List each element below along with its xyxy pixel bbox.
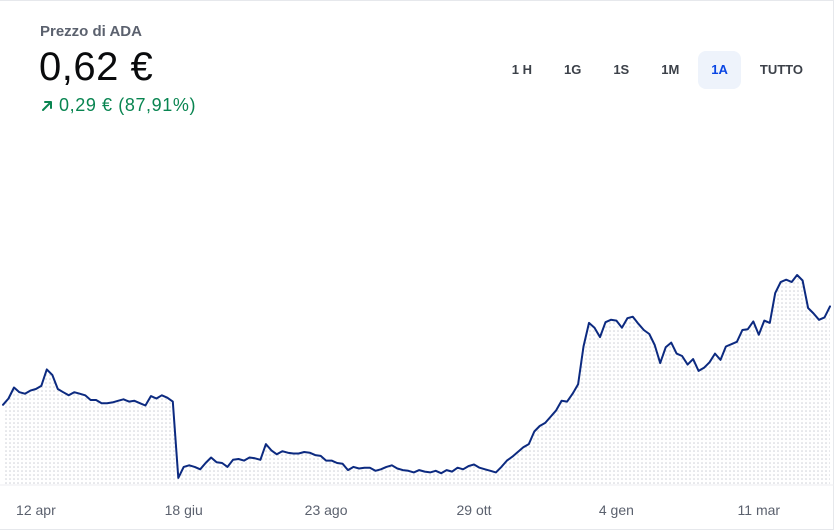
- range-all-button[interactable]: TUTTO: [759, 62, 803, 77]
- time-range-selector: 1 H 1G 1S 1M 1A TUTTO: [493, 51, 816, 89]
- price-line: [2, 274, 831, 479]
- range-1y-button[interactable]: 1A: [698, 51, 741, 89]
- asset-price-label: Prezzo di ADA: [40, 23, 142, 40]
- x-tick-label: 12 apr: [16, 502, 56, 518]
- range-1h-button[interactable]: 1 H: [511, 62, 532, 77]
- range-1d-button[interactable]: 1G: [563, 62, 582, 77]
- range-1w-button[interactable]: 1S: [613, 62, 630, 77]
- x-tick-label: 18 giu: [164, 502, 203, 518]
- price-area-fill: [3, 275, 830, 485]
- price-change-value: 0,29 € (87,91%): [59, 95, 197, 115]
- x-tick-label: 4 gen: [598, 502, 634, 518]
- current-price: 0,62 €: [39, 45, 154, 89]
- price-change: 0,29 € (87,91%): [40, 95, 196, 116]
- x-tick-label: 11 mar: [737, 502, 781, 518]
- x-tick-label: 29 ott: [456, 502, 492, 518]
- arrow-up-right-icon: [42, 100, 52, 111]
- x-tick-label: 23 ago: [304, 502, 348, 518]
- range-1m-button[interactable]: 1M: [661, 62, 680, 77]
